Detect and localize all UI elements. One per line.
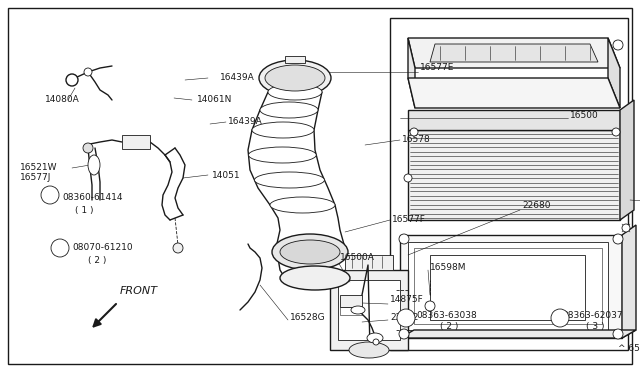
Text: S: S [403,314,408,323]
Bar [414,248,602,324]
Text: 16500A: 16500A [340,253,375,263]
Circle shape [410,128,418,136]
Circle shape [397,309,415,327]
Text: FRONT: FRONT [120,286,158,296]
Ellipse shape [272,234,348,270]
Text: 22682: 22682 [390,314,419,323]
Ellipse shape [265,65,325,91]
Circle shape [399,329,409,339]
Ellipse shape [351,306,365,314]
Circle shape [425,301,435,311]
Circle shape [612,128,620,136]
Text: 16577E: 16577E [420,64,454,73]
Text: 14875F: 14875F [390,295,424,305]
Bar [330,270,408,350]
Text: 16577J: 16577J [20,173,51,183]
Polygon shape [408,38,415,108]
Bar [430,255,585,320]
Text: 16500: 16500 [570,110,599,119]
Bar [390,18,628,350]
Circle shape [66,74,78,86]
Text: 08363-63038: 08363-63038 [416,311,477,320]
Text: ( 3 ): ( 3 ) [586,323,605,331]
Text: 16439A: 16439A [220,74,255,83]
Ellipse shape [248,147,316,163]
Bar [408,242,608,330]
Polygon shape [408,110,620,130]
Ellipse shape [268,84,322,100]
Ellipse shape [259,60,331,96]
Polygon shape [408,38,620,68]
Circle shape [41,186,59,204]
Text: 08360-61414: 08360-61414 [62,193,122,202]
Text: 14061N: 14061N [197,96,232,105]
Text: ( 2 ): ( 2 ) [440,323,458,331]
Text: 16578: 16578 [402,135,431,144]
Polygon shape [408,78,620,108]
Polygon shape [620,100,634,220]
Text: 08363-62037: 08363-62037 [562,311,623,320]
Text: 16577F: 16577F [392,215,426,224]
Polygon shape [400,235,622,338]
Bar [340,307,362,315]
Bar [345,255,393,270]
Circle shape [613,329,623,339]
Text: 16521W: 16521W [20,164,58,173]
Polygon shape [608,38,620,108]
Ellipse shape [367,333,383,343]
Circle shape [613,40,623,50]
Text: 14051: 14051 [212,170,241,180]
Text: 16598M: 16598M [430,263,467,273]
Ellipse shape [349,342,389,358]
Circle shape [51,239,69,257]
Circle shape [399,234,409,244]
Circle shape [404,174,412,182]
Text: 08070-61210: 08070-61210 [72,244,132,253]
Text: 22680: 22680 [522,201,550,209]
Text: ^ 65 )0086: ^ 65 )0086 [618,343,640,353]
Text: S: S [557,314,563,323]
Circle shape [551,309,569,327]
Ellipse shape [280,240,340,264]
Circle shape [613,234,623,244]
Circle shape [373,339,379,345]
Bar [122,135,150,149]
Polygon shape [622,225,636,338]
Bar [340,295,362,307]
Text: ( 2 ): ( 2 ) [88,256,106,264]
Bar [285,56,305,63]
Polygon shape [408,130,620,220]
Text: 16439A: 16439A [228,118,263,126]
Ellipse shape [270,197,335,213]
Text: 16528G: 16528G [290,314,326,323]
Circle shape [173,243,183,253]
Circle shape [83,143,93,153]
Bar [338,280,400,340]
Polygon shape [430,44,598,62]
Text: 14080A: 14080A [45,96,80,105]
Ellipse shape [255,172,324,188]
Ellipse shape [252,122,314,138]
Polygon shape [400,330,636,338]
Text: S: S [47,190,52,199]
Circle shape [84,68,92,76]
Ellipse shape [260,102,318,118]
Ellipse shape [88,155,100,175]
Ellipse shape [280,266,350,290]
Text: B: B [57,244,63,253]
Text: ( 1 ): ( 1 ) [75,205,93,215]
Circle shape [622,224,630,232]
